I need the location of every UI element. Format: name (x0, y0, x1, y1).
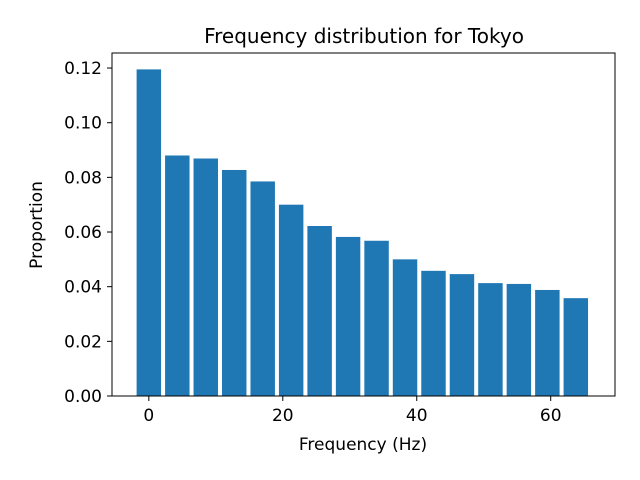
y-tick-label: 0.12 (64, 59, 102, 79)
y-axis-label: Proportion (27, 181, 47, 269)
x-tick-label: 20 (272, 406, 294, 426)
y-tick-label: 0.10 (64, 114, 102, 134)
x-axis-label: Frequency (Hz) (299, 435, 427, 455)
plot-frame (111, 52, 616, 397)
x-tick-label: 0 (143, 406, 154, 426)
y-tick-label: 0.04 (64, 278, 102, 298)
y-tick-label: 0.08 (64, 168, 102, 188)
bar (335, 236, 361, 396)
bar (222, 169, 247, 396)
bar (193, 158, 218, 396)
bar (250, 181, 275, 396)
chart-title: Frequency distribution for Tokyo (204, 24, 524, 48)
bar (307, 226, 332, 396)
x-tick-label: 40 (406, 406, 428, 426)
bar (278, 204, 304, 396)
bar (506, 283, 532, 396)
y-tick-label: 0.00 (64, 387, 102, 407)
bar (449, 274, 475, 396)
y-ticks-group: 0.00 0.02 0.04 0.06 0.08 0.10 0.12 (64, 59, 112, 407)
bar (535, 289, 560, 396)
y-tick-label: 0.02 (64, 332, 102, 352)
y-tick-label: 0.06 (64, 223, 102, 243)
x-ticks-group: 0 20 40 60 (143, 396, 562, 426)
bars-group (136, 69, 589, 397)
x-tick-label: 60 (540, 406, 562, 426)
bar (364, 240, 389, 396)
bar (563, 298, 589, 396)
bar (136, 69, 162, 397)
bar (478, 283, 503, 396)
bar (421, 270, 446, 396)
bar (392, 259, 418, 396)
bar (165, 155, 190, 396)
